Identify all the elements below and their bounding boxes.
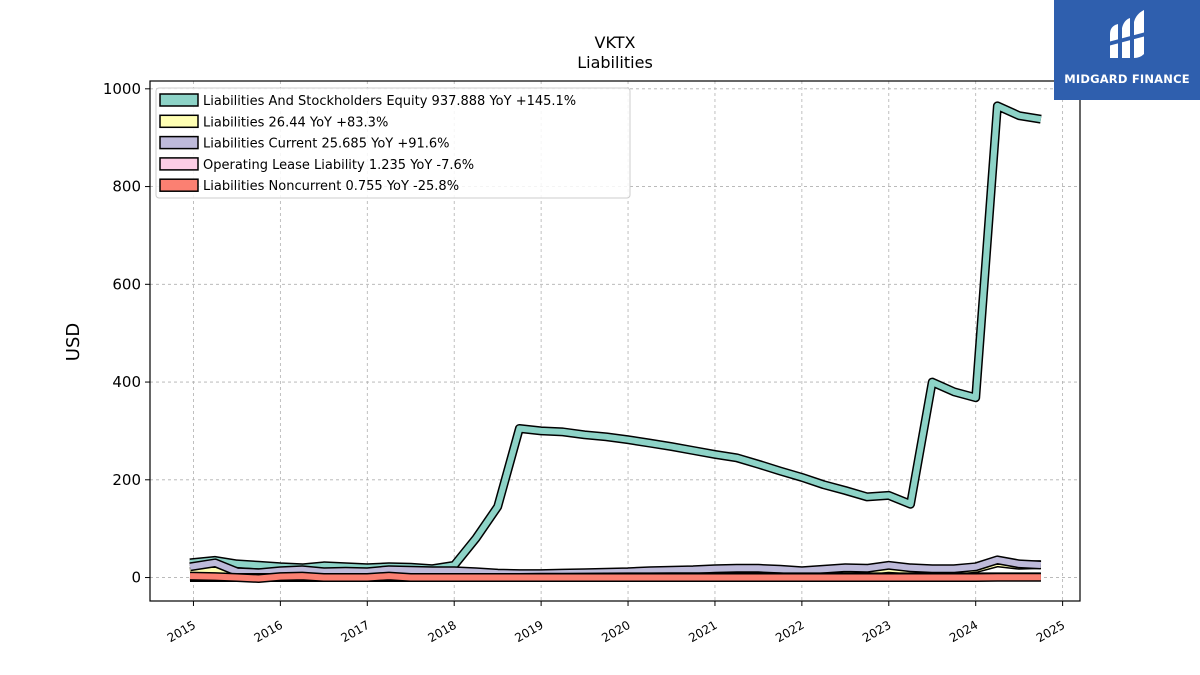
- midgard-logo-icon: [1108, 10, 1146, 58]
- legend-label: Liabilities And Stockholders Equity 937.…: [203, 94, 576, 109]
- x-tick-label: 2016: [252, 618, 285, 645]
- brand-logo: MIDGARD FINANCE: [1054, 0, 1200, 100]
- legend-box: [155, 87, 631, 199]
- y-tick-label: 200: [112, 471, 141, 489]
- x-tick-label: 2015: [165, 618, 198, 645]
- x-tick-label: 2022: [773, 618, 806, 645]
- y-tick-label: 400: [112, 373, 141, 391]
- y-axis-label: USD: [63, 323, 84, 361]
- legend-label: Liabilities 26.44 YoY +83.3%: [203, 115, 388, 130]
- x-tick-label: 2019: [512, 618, 545, 645]
- x-tick-label: 2021: [686, 618, 719, 645]
- series-layer: [189, 101, 1042, 583]
- legend-swatch: [159, 93, 199, 107]
- series-0: [189, 101, 1042, 574]
- legend-swatch: [159, 135, 199, 150]
- x-tick-label: 2017: [339, 618, 372, 645]
- legend-swatch: [159, 157, 199, 171]
- x-tick-label: 2024: [947, 618, 980, 645]
- y-tick-label: 800: [112, 178, 141, 196]
- x-axis: 2015 2016 2017 2018 2019 2020 2021 2022 2023 2024…: [165, 601, 1067, 645]
- x-tick-label: 2020: [599, 618, 632, 645]
- legend: Liabilities And Stockholders Equity 937.…: [155, 87, 631, 199]
- legend-label: Operating Lease Liability 1.235 YoY -7.6…: [203, 158, 474, 173]
- series-line: [189, 102, 1042, 572]
- y-tick-label: 1000: [103, 80, 141, 98]
- chart-title: VKTX: [595, 33, 636, 52]
- x-tick-label: 2023: [860, 618, 893, 645]
- legend-swatch: [159, 114, 199, 129]
- y-tick-label: 600: [112, 275, 141, 293]
- series-4: [189, 571, 1041, 583]
- plot-frame: [149, 80, 1081, 602]
- legend-label: Liabilities Current 25.685 YoY +91.6%: [203, 137, 450, 152]
- series-line: [189, 556, 1042, 577]
- y-tick-label: 0: [131, 569, 141, 587]
- series-2: [189, 555, 1042, 579]
- series-line: [189, 573, 1041, 582]
- legend-label: Liabilities Noncurrent 0.755 YoY -25.8%: [203, 179, 459, 194]
- chart-subtitle: Liabilities: [577, 53, 653, 72]
- legend-swatch: [159, 178, 199, 192]
- x-tick-label: 2025: [1034, 618, 1067, 645]
- brand-name: MIDGARD FINANCE: [1064, 72, 1190, 86]
- y-axis: 0 200 400 600 800 1000: [103, 80, 150, 587]
- x-tick-label: 2018: [425, 618, 458, 645]
